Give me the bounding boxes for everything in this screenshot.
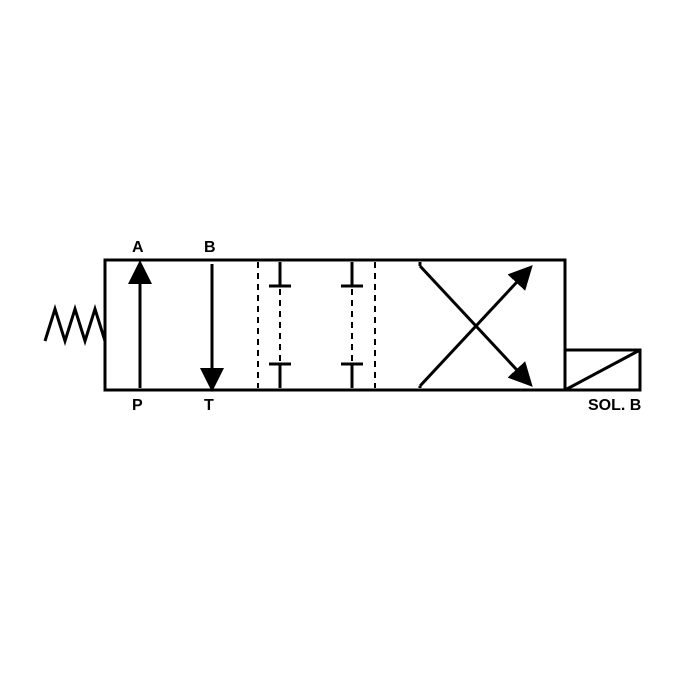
valve-schematic: A B P T SOL. B: [0, 0, 700, 700]
port-label-b: B: [204, 239, 216, 256]
solenoid-b-label: SOL. B: [588, 397, 641, 414]
port-label-p: P: [132, 397, 143, 414]
spring-return-icon: [45, 309, 105, 341]
valve-body: [105, 260, 565, 390]
solenoid-diagonal: [565, 350, 640, 390]
port-label-a: A: [132, 239, 144, 256]
port-label-t: T: [204, 397, 214, 414]
